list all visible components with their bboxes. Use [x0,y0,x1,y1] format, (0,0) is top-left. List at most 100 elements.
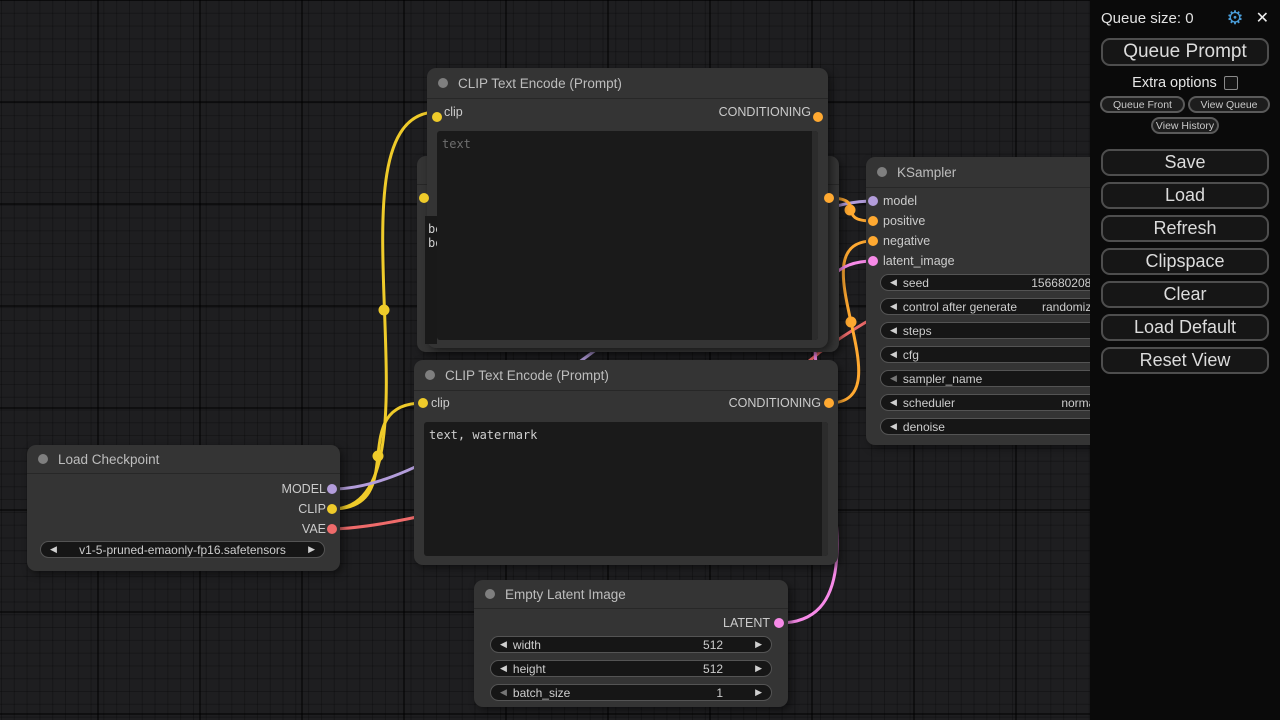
input-dot-latent-image[interactable] [868,256,878,266]
output-slot-label-latent: LATENT [723,616,770,630]
widget-name: denoise [902,419,945,434]
input-slot-label-clip: clip [444,105,463,119]
widget-left-arrow-icon[interactable]: ◀ [890,397,897,407]
widget-value: randomize [1041,299,1098,314]
node-title: Empty Latent Image [505,586,626,602]
input-slot-label-positive: positive [883,214,926,228]
output-slot-label-model: MODEL [281,482,326,496]
textarea-text: text, watermark [429,428,538,442]
input-dot-clip[interactable] [432,112,442,122]
input-slot-label-model: model [883,194,918,208]
textarea-scrollbar[interactable] [812,131,818,340]
ckpt-name-combo[interactable]: ◀ v1-5-pruned-emaonly-fp16.safetensors ▶ [40,541,325,558]
node-title: Load Checkpoint [58,451,160,467]
widget-name: seed [902,275,929,290]
input-dot-positive[interactable] [868,216,878,226]
steps-widget[interactable]: ◀ steps [880,322,1108,339]
sampler-name-widget[interactable]: ◀ sampler_name [880,370,1108,387]
settings-gear-icon[interactable]: ⚙ [1226,7,1244,29]
queue-front-button[interactable]: Queue Front [1100,96,1185,113]
save-button[interactable]: Save [1101,149,1269,176]
input-dot-clip[interactable] [419,193,429,203]
input-dot-negative[interactable] [868,236,878,246]
height-widget[interactable]: ◀ height 512 ▶ [490,660,772,677]
node-header[interactable]: CLIP Text Encode (Prompt) [427,68,828,99]
clear-button[interactable]: Clear [1101,281,1269,308]
extra-options-checkbox[interactable] [1223,76,1238,90]
node-title: KSampler [897,164,957,180]
output-dot-conditioning[interactable] [813,112,823,122]
node-title: CLIP Text Encode (Prompt) [445,367,609,383]
widget-right-arrow-icon[interactable]: ▶ [755,663,762,673]
node-ksampler: KSampler model positive negative latent_… [866,157,1126,445]
output-slot-label-conditioning: CONDITIONING [728,396,821,410]
widget-left-arrow-icon[interactable]: ◀ [890,349,897,359]
widget-left-arrow-icon[interactable]: ◀ [890,373,897,383]
node-clip-text-encode-negative: CLIP Text Encode (Prompt) clip CONDITION… [414,360,838,565]
node-status-dot [38,454,48,464]
widget-left-arrow-icon[interactable]: ◀ [890,301,897,311]
cfg-widget[interactable]: ◀ cfg [880,346,1108,363]
widget-name: steps [902,323,932,338]
output-dot-model[interactable] [327,484,337,494]
ckpt-name-value: v1-5-pruned-emaonly-fp16.safetensors [79,542,286,557]
reset-view-button[interactable]: Reset View [1101,347,1269,374]
node-title: CLIP Text Encode (Prompt) [458,75,622,91]
denoise-widget[interactable]: ◀ denoise [880,418,1108,435]
node-header[interactable]: CLIP Text Encode (Prompt) [414,360,838,391]
node-empty-latent-image: Empty Latent Image LATENT ◀ width 512 ▶ … [474,580,788,707]
view-history-button[interactable]: View History [1151,117,1219,134]
close-icon[interactable]: ✕ [1255,10,1269,27]
output-dot-conditioning[interactable] [824,193,834,203]
load-default-button[interactable]: Load Default [1101,314,1269,341]
widget-left-arrow-icon[interactable]: ◀ [500,687,507,697]
output-slot-label-conditioning: CONDITIONING [718,105,811,119]
widget-left-arrow-icon[interactable]: ◀ [890,277,897,287]
back-node-text-line: be [428,222,437,236]
widget-left-arrow-icon[interactable]: ◀ [500,663,507,673]
output-dot-latent[interactable] [774,618,784,628]
widget-left-arrow-icon[interactable]: ◀ [890,421,897,431]
node-header[interactable]: KSampler [866,157,1126,188]
input-slot-label-clip: clip [431,396,450,410]
output-dot-vae[interactable] [327,524,337,534]
combo-left-arrow-icon[interactable]: ◀ [50,544,57,554]
widget-name: width [512,637,541,652]
back-node-textarea-sliver[interactable]: be bo [425,216,437,344]
widget-left-arrow-icon[interactable]: ◀ [890,325,897,335]
back-node-text-line: bo [428,236,437,250]
prompt-textarea[interactable]: text [437,131,818,340]
load-button[interactable]: Load [1101,182,1269,209]
input-dot-clip[interactable] [418,398,428,408]
batch-size-widget[interactable]: ◀ batch_size 1 ▶ [490,684,772,701]
output-slot-label-clip: CLIP [298,502,326,516]
prompt-textarea[interactable]: text, watermark [424,422,828,556]
widget-name: batch_size [512,685,571,700]
width-widget[interactable]: ◀ width 512 ▶ [490,636,772,653]
node-header[interactable]: Empty Latent Image [474,580,788,609]
scheduler-widget[interactable]: ◀ scheduler normal [880,394,1108,411]
combo-right-arrow-icon[interactable]: ▶ [308,544,315,554]
textarea-scrollbar[interactable] [822,422,828,556]
output-dot-conditioning[interactable] [824,398,834,408]
output-dot-clip[interactable] [327,504,337,514]
node-header[interactable]: Load Checkpoint [27,445,340,474]
widget-left-arrow-icon[interactable]: ◀ [500,639,507,649]
widget-right-arrow-icon[interactable]: ▶ [755,639,762,649]
textarea-placeholder: text [442,137,471,151]
node-status-dot [438,78,448,88]
input-slot-label-negative: negative [883,234,931,248]
control-after-generate-widget[interactable]: ◀ control after generate randomize [880,298,1108,315]
refresh-button[interactable]: Refresh [1101,215,1269,242]
input-slot-label-latent-image: latent_image [883,254,955,268]
input-dot-model[interactable] [868,196,878,206]
wire-midpoint-dot [845,316,857,328]
clipspace-button[interactable]: Clipspace [1101,248,1269,275]
queue-prompt-button[interactable]: Queue Prompt [1101,38,1269,66]
widget-right-arrow-icon[interactable]: ▶ [755,687,762,697]
widget-value: 1 [716,685,724,700]
seed-widget[interactable]: ◀ seed 1566802087 [880,274,1108,291]
view-queue-button[interactable]: View Queue [1188,96,1270,113]
wire-midpoint-dot [372,450,384,462]
